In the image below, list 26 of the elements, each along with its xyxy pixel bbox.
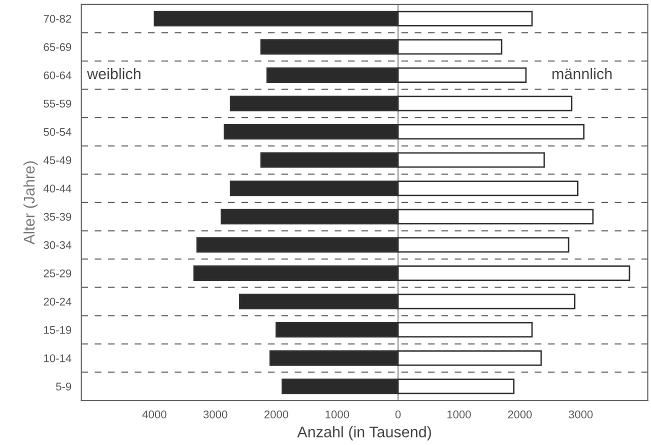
x-axis-title: Anzahl (in Tausend)	[297, 426, 431, 440]
y-tick-label: 70-82	[44, 14, 72, 23]
y-tick-label: 50-54	[44, 128, 72, 136]
x-tick-label: 4000	[142, 410, 166, 418]
text: weiblich	[87, 68, 140, 80]
x-tick-label: 0	[395, 410, 401, 418]
y-tick-label: 10-14	[44, 354, 72, 362]
x-tick-label: 1000	[447, 410, 471, 418]
y-tick-label: 5-9	[56, 382, 72, 390]
x-tick-label: 1000	[326, 410, 350, 418]
y-tick-label: 25-29	[44, 269, 72, 278]
y-tick-label: 55-59	[44, 100, 72, 108]
y-tick-label: 20-24	[44, 298, 72, 306]
x-tick-label: 2000	[264, 410, 288, 418]
x-tick-label: 3000	[203, 410, 228, 418]
y-tick-label: 40-44	[43, 184, 72, 192]
y-tick-label: 30-34	[44, 241, 72, 250]
y-tick-label: 45-49	[43, 156, 72, 164]
y-tick-label: 60-64	[44, 71, 72, 80]
y-tick-label: 35-39	[44, 212, 72, 221]
y-tick-label: 65-69	[44, 43, 72, 52]
x-tick-label: 2000	[508, 410, 532, 418]
y-axis-title: Alter (Jahre)	[23, 161, 38, 244]
x-tick-label: 3000	[568, 410, 593, 418]
series-label: männlich	[552, 68, 612, 80]
y-tick-label: 15-19	[44, 326, 72, 334]
